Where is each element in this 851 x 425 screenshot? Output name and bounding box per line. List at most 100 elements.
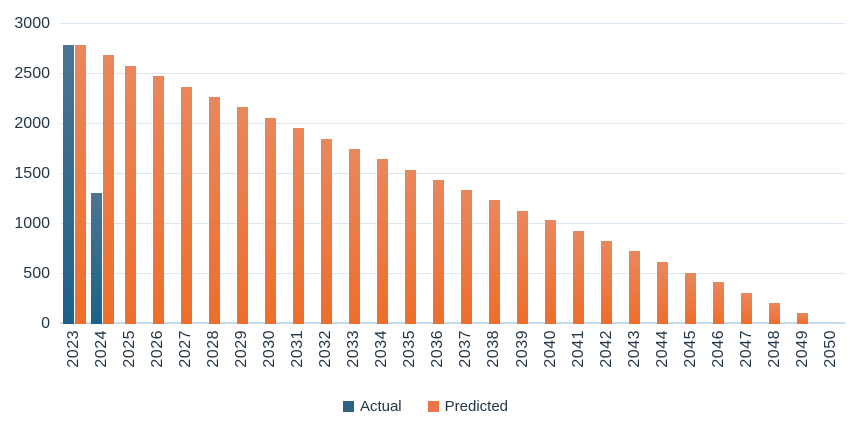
x-tick-cell-2030: 2030	[256, 330, 284, 388]
x-tick-label-2043: 2043	[625, 330, 643, 368]
x-tick-cell-2047: 2047	[733, 330, 761, 388]
category-group-2049	[789, 24, 817, 324]
x-tick-cell-2026: 2026	[144, 330, 172, 388]
x-tick-cell-2040: 2040	[537, 330, 565, 388]
category-group-2039	[509, 24, 537, 324]
x-tick-cell-2043: 2043	[621, 330, 649, 388]
bar-predicted-2031	[292, 128, 304, 324]
category-group-2044	[649, 24, 677, 324]
category-group-2026	[144, 24, 172, 324]
x-tick-label-2050: 2050	[821, 330, 839, 368]
category-group-2033	[340, 24, 368, 324]
gridline-2000	[60, 123, 845, 124]
legend-label-predicted: Predicted	[444, 398, 509, 415]
bar-predicted-2045	[685, 273, 697, 324]
bar-predicted-2038	[488, 200, 500, 324]
y-tick-label-1500: 1500	[14, 165, 50, 182]
bar-predicted-2041	[573, 231, 585, 324]
y-axis: 0 500 1000 1500 2000 2500 3000	[0, 16, 50, 332]
gridline-2500	[60, 73, 845, 74]
x-tick-cell-2046: 2046	[705, 330, 733, 388]
x-tick-cell-2027: 2027	[172, 330, 200, 388]
x-tick-label-2040: 2040	[541, 330, 559, 368]
category-group-2042	[593, 24, 621, 324]
x-tick-cell-2037: 2037	[452, 330, 480, 388]
x-tick-cell-2032: 2032	[312, 330, 340, 388]
gridline-3000	[60, 23, 845, 24]
x-tick-label-2037: 2037	[457, 330, 475, 368]
x-tick-label-2028: 2028	[205, 330, 223, 368]
x-tick-cell-2035: 2035	[396, 330, 424, 388]
legend-label-actual: Actual	[359, 398, 402, 415]
category-group-2037	[452, 24, 480, 324]
category-group-2038	[480, 24, 508, 324]
category-group-2030	[256, 24, 284, 324]
gridline-500	[60, 273, 845, 274]
category-group-2027	[172, 24, 200, 324]
legend-swatch-predicted	[427, 401, 439, 412]
x-tick-label-2033: 2033	[345, 330, 363, 368]
category-group-2024	[88, 24, 116, 324]
x-tick-cell-2031: 2031	[284, 330, 312, 388]
category-group-2040	[537, 24, 565, 324]
bar-predicted-2029	[236, 107, 248, 324]
bar-actual-2023	[62, 45, 74, 324]
x-tick-label-2035: 2035	[401, 330, 419, 368]
x-tick-label-2025: 2025	[121, 330, 139, 368]
x-tick-label-2044: 2044	[653, 330, 671, 368]
bar-predicted-2036	[432, 180, 444, 324]
x-tick-cell-2041: 2041	[565, 330, 593, 388]
x-tick-cell-2025: 2025	[116, 330, 144, 388]
y-tick-label-500: 500	[23, 265, 50, 282]
x-tick-label-2045: 2045	[681, 330, 699, 368]
x-tick-label-2047: 2047	[737, 330, 755, 368]
bar-actual-2024	[90, 193, 102, 324]
x-tick-label-2029: 2029	[233, 330, 251, 368]
x-tick-label-2034: 2034	[373, 330, 391, 368]
bar-predicted-2026	[152, 76, 164, 324]
category-group-2032	[312, 24, 340, 324]
x-tick-label-2041: 2041	[569, 330, 587, 368]
bar-predicted-2048	[769, 303, 781, 324]
bars-row	[60, 24, 845, 324]
x-tick-label-2031: 2031	[289, 330, 307, 368]
category-group-2045	[677, 24, 705, 324]
category-group-2028	[200, 24, 228, 324]
plot-area	[60, 23, 845, 324]
gridline-1500	[60, 173, 845, 174]
bar-predicted-2035	[404, 170, 416, 324]
x-tick-label-2046: 2046	[709, 330, 727, 368]
bar-predicted-2039	[517, 211, 529, 324]
legend-swatch-actual	[342, 401, 354, 412]
x-tick-cell-2023: 2023	[60, 330, 88, 388]
x-tick-cell-2050: 2050	[817, 330, 845, 388]
x-tick-label-2049: 2049	[793, 330, 811, 368]
bar-predicted-2043	[629, 251, 641, 324]
category-group-2036	[424, 24, 452, 324]
x-tick-label-2036: 2036	[429, 330, 447, 368]
category-group-2041	[565, 24, 593, 324]
bar-predicted-2046	[713, 282, 725, 324]
bar-predicted-2037	[460, 190, 472, 324]
category-group-2043	[621, 24, 649, 324]
category-group-2047	[733, 24, 761, 324]
legend: Actual Predicted	[0, 398, 851, 415]
category-group-2029	[228, 24, 256, 324]
legend-item-actual: Actual	[342, 398, 402, 415]
category-group-2031	[284, 24, 312, 324]
bar-predicted-2027	[180, 87, 192, 324]
category-group-2035	[396, 24, 424, 324]
x-tick-label-2027: 2027	[177, 330, 195, 368]
bar-predicted-2042	[601, 241, 613, 324]
x-tick-label-2026: 2026	[149, 330, 167, 368]
bar-predicted-2047	[741, 293, 753, 324]
x-tick-label-2024: 2024	[93, 330, 111, 368]
category-group-2034	[368, 24, 396, 324]
y-tick-label-3000: 3000	[14, 15, 50, 32]
bar-predicted-2034	[376, 159, 388, 324]
legend-item-predicted: Predicted	[427, 398, 509, 415]
x-tick-cell-2048: 2048	[761, 330, 789, 388]
category-group-2023	[60, 24, 88, 324]
x-tick-label-2032: 2032	[317, 330, 335, 368]
category-group-2025	[116, 24, 144, 324]
